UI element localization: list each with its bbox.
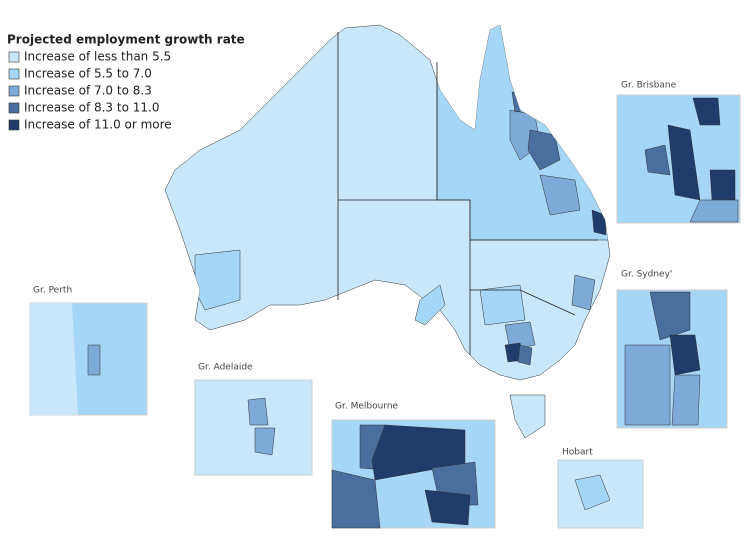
legend-label: Increase of less than 5.5 xyxy=(24,50,171,64)
region xyxy=(331,469,381,529)
region xyxy=(504,321,536,351)
legend-swatch xyxy=(8,51,20,63)
region xyxy=(254,427,276,456)
legend-label: Increase of 11.0 or more xyxy=(24,118,172,132)
legend-label: Increase of 5.5 to 7.0 xyxy=(24,67,152,81)
inset-label: Gr. Melbourne xyxy=(335,402,399,412)
region xyxy=(87,344,101,376)
legend-swatch xyxy=(8,68,20,80)
inset-label: Gr. Brisbane xyxy=(621,81,677,91)
insets: Gr. Brisbane Gr. Sydney' Gr. Perth Gr. A… xyxy=(29,81,741,529)
region xyxy=(511,91,529,113)
inset-box xyxy=(194,379,313,476)
region xyxy=(517,344,533,366)
region xyxy=(644,144,671,176)
inset-label: Gr. Perth xyxy=(33,286,72,296)
region xyxy=(624,344,671,426)
region xyxy=(424,489,471,526)
region xyxy=(479,284,526,326)
region xyxy=(527,129,561,171)
legend-title: Projected employment growth rate xyxy=(7,33,245,47)
legend-swatch xyxy=(8,102,20,114)
region xyxy=(692,97,721,126)
region xyxy=(591,209,607,236)
region xyxy=(539,174,581,216)
inset-label: Gr. Adelaide xyxy=(198,363,253,373)
region xyxy=(689,199,739,223)
inset-label: Gr. Sydney' xyxy=(621,270,672,280)
region xyxy=(414,284,446,326)
legend-label: Increase of 7.0 to 8.3 xyxy=(24,84,152,98)
region xyxy=(709,169,736,201)
region xyxy=(671,374,701,426)
region xyxy=(247,397,269,426)
region xyxy=(509,394,546,439)
region xyxy=(649,291,691,341)
region xyxy=(194,249,241,311)
region xyxy=(30,303,78,415)
region xyxy=(574,474,611,511)
region xyxy=(571,274,596,311)
legend-items: Increase of less than 5.5 Increase of 5.5… xyxy=(8,50,172,132)
legend-swatch xyxy=(8,85,20,97)
legend-swatch xyxy=(8,119,20,131)
legend: Projected employment growth rate Increas… xyxy=(7,33,245,132)
region xyxy=(371,424,466,481)
inset-label: Hobart xyxy=(562,448,593,458)
legend-label: Increase of 8.3 to 11.0 xyxy=(24,101,159,115)
region xyxy=(669,334,701,376)
